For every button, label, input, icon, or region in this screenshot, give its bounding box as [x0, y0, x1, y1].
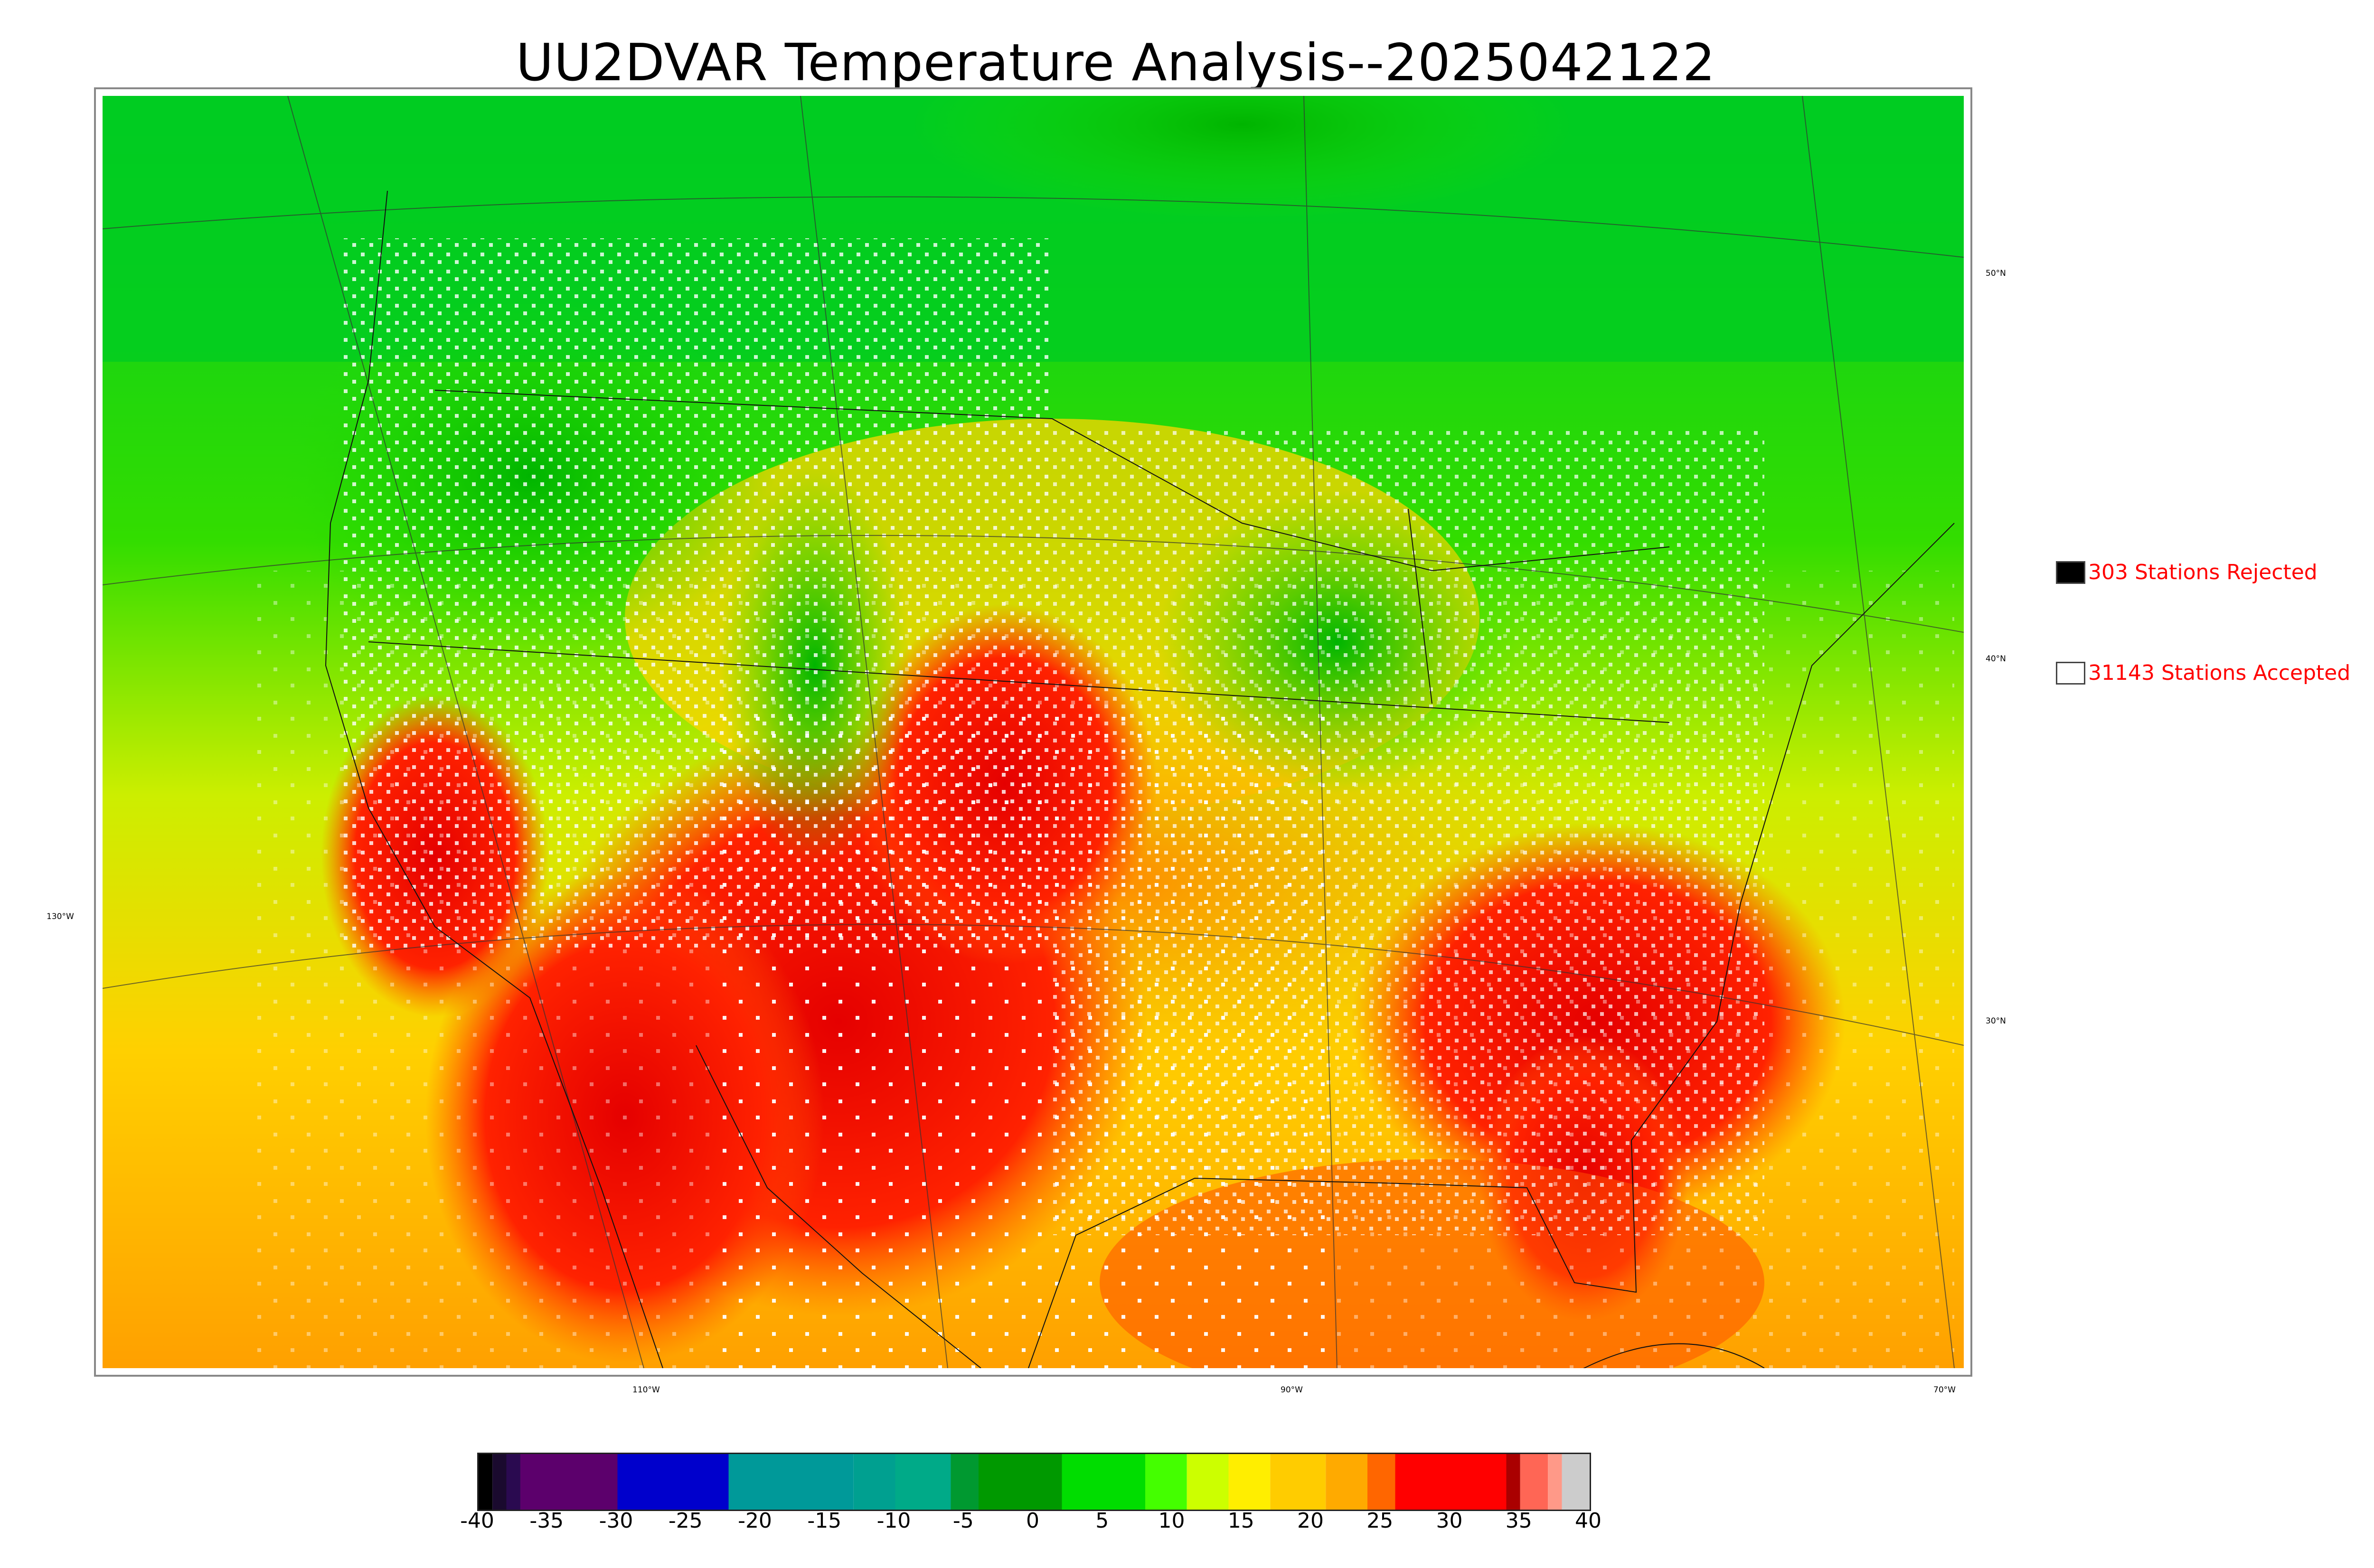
longitude-label-90w: 90°W: [1281, 1385, 1303, 1395]
colorbar-ticks: -40 -35 -30 -25 -20 -15 -10 -5 0 5 10 15 20 25 30 35 40: [460, 1509, 1602, 1537]
colorbar-tick-label: -5: [952, 1509, 974, 1533]
latitude-label-30n: 30°N: [1986, 1016, 2006, 1026]
legend-accepted: 31143 Stations Accepted: [2056, 661, 2350, 685]
colorbar: [477, 1453, 1591, 1511]
colorbar-tick-label: 0: [1026, 1509, 1039, 1533]
temperature-field: [103, 96, 1964, 1368]
map-title: UU2DVAR Temperature Analysis--2025042122: [516, 33, 1716, 93]
colorbar-tick-label: -35: [529, 1509, 564, 1533]
colorbar-tick-label: 25: [1366, 1509, 1394, 1533]
legend-rejected: 303 Stations Rejected: [2056, 560, 2317, 584]
colorbar-tick-label: 15: [1227, 1509, 1254, 1533]
colorbar-tick-label: -20: [738, 1509, 772, 1533]
colorbar-tick-label: 30: [1436, 1509, 1463, 1533]
rejected-swatch: [2056, 561, 2085, 584]
colorbar-tick-label: 20: [1297, 1509, 1324, 1533]
rejected-label: 303 Stations Rejected: [2088, 560, 2317, 584]
colorbar-tick-label: 10: [1158, 1509, 1185, 1533]
colorbar-tick-label: -30: [599, 1509, 633, 1533]
temperature-map: 110°W 90°W 70°W 50°N 40°N 30°N 130°W: [47, 87, 2006, 1395]
colorbar-tick-label: -25: [668, 1509, 703, 1533]
longitude-label-70w: 70°W: [1933, 1385, 1956, 1395]
longitude-label-110w: 110°W: [632, 1385, 660, 1395]
colorbar-tick-label: -10: [876, 1509, 911, 1533]
accepted-label: 31143 Stations Accepted: [2088, 661, 2351, 685]
colorbar-tick-label: -15: [807, 1509, 842, 1533]
colorbar-tick-label: 35: [1505, 1509, 1532, 1533]
latitude-label-40n: 40°N: [1986, 654, 2006, 664]
colorbar-tick-label: 40: [1575, 1509, 1602, 1533]
longitude-label-130w: 130°W: [47, 912, 74, 921]
colorbar-tick-label: 5: [1095, 1509, 1109, 1533]
latitude-label-50n: 50°N: [1986, 269, 2006, 278]
accepted-swatch: [2056, 661, 2085, 685]
colorbar-tick-label: -40: [460, 1509, 494, 1533]
